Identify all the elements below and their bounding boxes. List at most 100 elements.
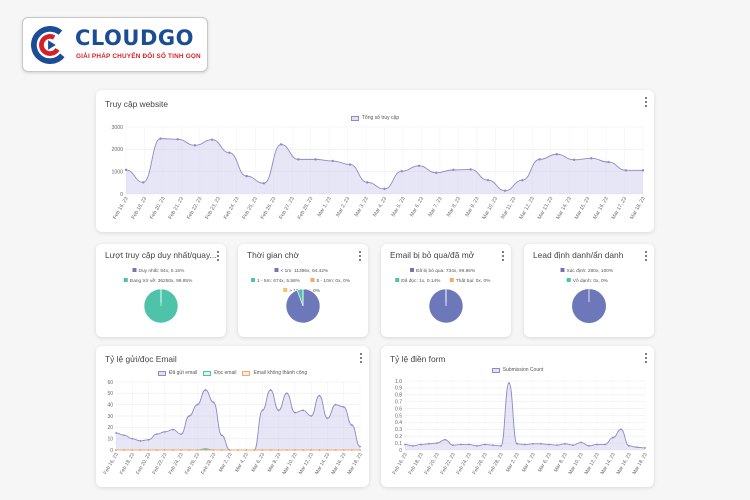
- legend-label: Vô danh: 0x, 0%: [573, 278, 609, 284]
- data-point: [262, 182, 266, 185]
- x-tick-label: Mar 12, 23: [518, 196, 536, 221]
- data-point: [492, 444, 494, 447]
- legend-label: Duy nhất: 54x, 0.15%: [139, 268, 186, 274]
- legend-label: Đang trở về: 36250x, 99.85%: [130, 277, 193, 284]
- card-title: Tỷ lệ gửi/đọc Email: [105, 354, 177, 364]
- x-tick-label: Feb 22, 23: [440, 452, 457, 476]
- y-tick-label: 30: [107, 414, 113, 420]
- x-tick-label: Mar 1, 23: [317, 196, 333, 218]
- data-point: [163, 449, 166, 451]
- data-point: [572, 444, 574, 447]
- more-vertical-icon[interactable]: [216, 251, 219, 261]
- legend-label: Thất bại: 0x, 0%: [456, 278, 491, 284]
- more-vertical-icon[interactable]: [359, 353, 362, 363]
- y-tick-label: 0.1: [395, 441, 402, 447]
- more-vertical-icon[interactable]: [501, 251, 504, 261]
- data-point: [123, 449, 126, 451]
- y-tick-label: 50: [107, 391, 113, 397]
- legend-swatch: [566, 278, 571, 282]
- email-ignored-opened-card: Email bị bỏ qua/đã mở Đã bị bỏ qua: 734x…: [381, 244, 511, 337]
- x-tick-label: Mar 6, 23: [250, 452, 266, 473]
- legend-item[interactable]: Email không thành công: [242, 370, 307, 376]
- pie-chart: Đã bị bỏ qua: 734x, 99.86% Đã đọc: 1x, 0.…: [395, 267, 491, 324]
- legend-label: Đã đọc: 1x, 0.14%: [401, 278, 441, 284]
- legend-item[interactable]: Submission Count: [491, 367, 543, 373]
- pie-legend-row: Xác định: 280x, 100%: [560, 268, 614, 274]
- data-point: [460, 443, 462, 446]
- chart-legend: Submission Count: [381, 367, 654, 373]
- data-point: [412, 444, 414, 447]
- x-tick-label: Feb 26, 23: [184, 452, 201, 476]
- data-point: [641, 169, 645, 172]
- legend-swatch: [410, 268, 414, 272]
- legend-label: Email không thành công: [253, 370, 308, 376]
- x-tick-label: Feb 26, 23: [260, 196, 278, 221]
- y-tick-label: 3000: [111, 125, 123, 131]
- wait-time-card: Thời gian chờ < 1m: 11396x, 94.42% 1 - 5m…: [238, 244, 368, 337]
- y-tick-label: 0.8: [395, 393, 402, 399]
- legend-swatch: [132, 268, 137, 272]
- lead-identified-anonymous-card: Lead định danh/ẩn danh Xác định: 280x, 1…: [524, 244, 654, 337]
- data-point: [452, 168, 455, 172]
- data-point: [253, 449, 256, 451]
- data-point: [572, 158, 576, 162]
- legend-swatch: [449, 278, 454, 282]
- data-point: [436, 442, 438, 444]
- data-point: [147, 449, 150, 451]
- data-point: [139, 440, 142, 442]
- x-tick-label: Mar 2, 23: [505, 452, 521, 473]
- data-point: [245, 449, 248, 451]
- email-rate-card: Tỷ lệ gửi/đọc Email Đã gửi email Đọc ema…: [96, 346, 369, 487]
- more-vertical-icon[interactable]: [358, 251, 361, 261]
- x-tick-label: Mar 18, 23: [347, 452, 364, 476]
- pie-legend-row: Duy nhất: 54x, 0.15%: [132, 268, 186, 274]
- y-tick-label: 0: [110, 448, 113, 454]
- y-tick-label: 0.2: [395, 434, 402, 440]
- x-tick-label: Mar 8, 23: [267, 452, 283, 473]
- data-point: [210, 138, 214, 141]
- legend-item[interactable]: Đọc email: [203, 370, 236, 376]
- data-point: [359, 449, 361, 451]
- data-point: [310, 449, 313, 451]
- legend-label: Đã gửi email: [168, 370, 198, 376]
- data-point: [444, 438, 446, 441]
- data-point: [486, 178, 490, 182]
- pie-legend-row: Đã đọc: 1x, 0.14% Thất bại: 0x, 0%: [395, 278, 491, 284]
- x-tick-label: Feb 18, 23: [119, 452, 136, 476]
- data-point: [115, 432, 117, 434]
- more-vertical-icon[interactable]: [644, 97, 647, 107]
- y-tick-label: 0.7: [395, 400, 402, 406]
- series-area: [116, 389, 360, 450]
- x-tick-label: Mar 17, 23: [611, 196, 629, 221]
- data-point: [564, 442, 566, 445]
- y-tick-label: 40: [107, 402, 113, 408]
- legend-label: < 1m: 11396x, 94.42%: [281, 268, 330, 274]
- card-title: Lead định danh/ẩn danh: [533, 250, 624, 260]
- x-tick-label: Mar 3, 23: [354, 196, 370, 218]
- data-point: [204, 449, 207, 451]
- data-point: [269, 389, 272, 391]
- x-tick-label: Mar 18, 23: [629, 196, 647, 221]
- brand-logo[interactable]: CLOUDGO GIẢI PHÁP CHUYỂN ĐỔI SỐ TINH GỌN: [22, 17, 208, 72]
- data-point: [452, 444, 454, 447]
- data-point: [500, 444, 502, 447]
- legend-item[interactable]: Đã gửi email: [157, 370, 198, 376]
- data-point: [220, 449, 223, 451]
- more-vertical-icon[interactable]: [644, 353, 647, 363]
- data-point: [556, 444, 558, 447]
- x-tick-label: Feb 22, 23: [186, 196, 204, 221]
- data-point: [180, 433, 182, 436]
- pie-chart: < 1m: 11396x, 94.42% 1 - 5m: 674x, 5.58% 5…: [251, 268, 351, 324]
- data-point: [538, 158, 541, 161]
- more-vertical-icon[interactable]: [644, 251, 647, 261]
- data-point: [350, 449, 353, 451]
- x-tick-label: Feb 18, 23: [408, 452, 425, 476]
- legend-item[interactable]: Tổng số truy cập: [350, 115, 399, 121]
- data-point: [468, 443, 470, 446]
- x-tick-label: Mar 4, 23: [521, 452, 537, 473]
- legend-label: 5 - 10m: 0x, 0%: [317, 278, 351, 284]
- data-point: [326, 449, 329, 451]
- data-point: [310, 415, 313, 417]
- data-point: [261, 449, 264, 451]
- x-tick-label: Feb 28, 23: [200, 452, 217, 476]
